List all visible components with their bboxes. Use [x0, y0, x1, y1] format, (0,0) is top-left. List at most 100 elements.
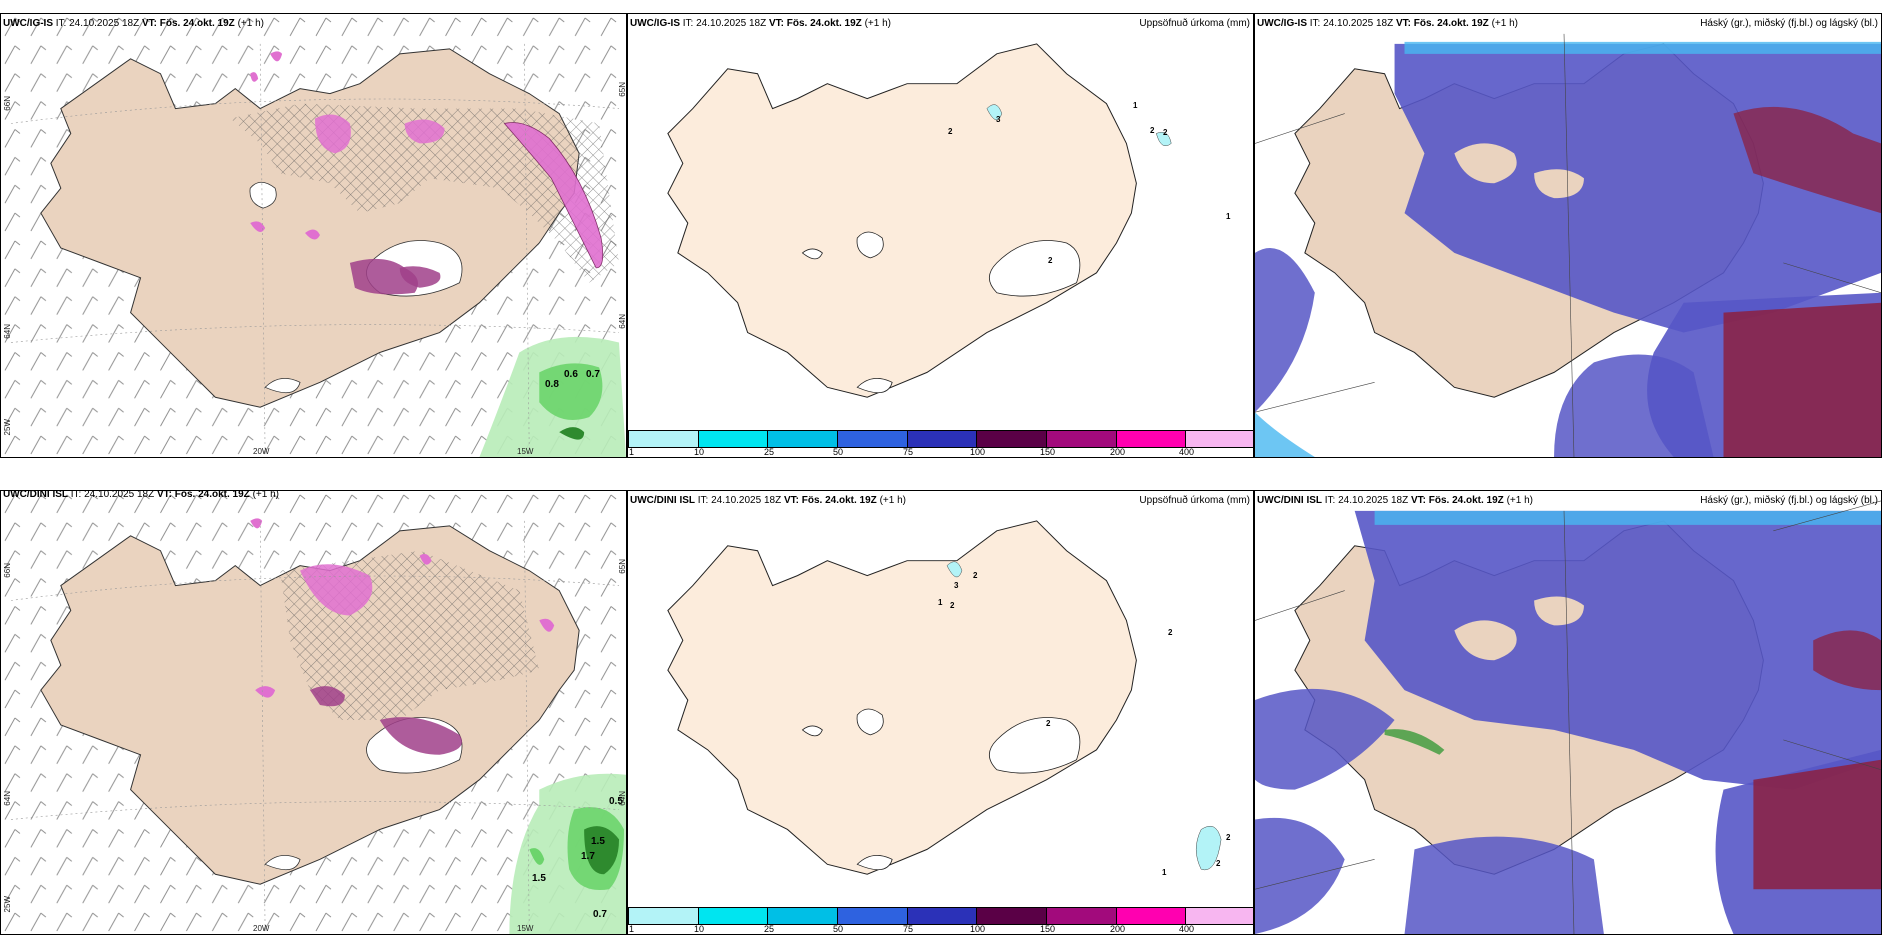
colorbar-label: 75	[903, 447, 914, 457]
colorbar-cell	[1115, 908, 1186, 924]
panel-bottom-middle: UWC/DINI ISL IT: 24.10.2025 18Z VT: Fös.…	[627, 490, 1254, 935]
panel-subtitle: Uppsöfnuð úrkoma (mm)	[1139, 18, 1250, 29]
map-value-label: 2	[973, 571, 978, 580]
colorbar-cell	[976, 908, 1046, 924]
colorbar-cell	[628, 908, 698, 924]
cloud-layers	[1255, 510, 1881, 934]
colorbar-label: 50	[833, 924, 844, 934]
grid-lines	[10, 43, 620, 457]
lat-label: 64N	[3, 791, 12, 806]
map-value-label: 0.5	[609, 796, 623, 807]
pink-precip-areas	[250, 51, 604, 295]
map-value-label: 3	[954, 581, 959, 590]
map-value-label: 1	[1133, 101, 1138, 110]
panel-top-middle: UWC/IG-IS IT: 24.10.2025 18Z VT: Fös. 24…	[627, 13, 1254, 458]
lat-label-right: 64N	[618, 791, 627, 806]
wind-precip-map	[1, 491, 626, 934]
colorbar-cell	[767, 431, 837, 447]
accumulated-precip-map	[667, 520, 1222, 875]
map-value-label: 3	[996, 115, 1001, 124]
map-value-label: 0.8	[545, 379, 559, 390]
cloud-cover-map	[1255, 14, 1881, 457]
lon-label: 20W	[253, 447, 270, 456]
colorbar-labels: 1 10 25 50 75 100 150 200 400	[628, 447, 1253, 457]
cloud-layers	[1255, 41, 1881, 457]
lat-label: 66N	[3, 96, 12, 111]
panel-subtitle: Háský (gr.), miðský (fj.bl.) og lágský (…	[1700, 495, 1878, 506]
map-value-label: 2	[1168, 628, 1173, 637]
colorbar-label: 400	[1179, 447, 1195, 457]
colorbar-label: 200	[1110, 447, 1126, 457]
map-value-label: 1	[938, 598, 943, 607]
lon-label: 20W	[253, 924, 270, 933]
panel-top-left: UWC/IG-IS IT: 24.10.2025 18Z VT: Fös. 24…	[0, 13, 627, 458]
colorbar-cell	[836, 431, 907, 447]
panel-bottom-left: UWC/DINI ISL IT: 24.10.2025 18Z VT: Fös.…	[0, 490, 627, 935]
precip-colorbar	[628, 430, 1253, 448]
lat-label-right: 65N	[618, 559, 627, 574]
colorbar-label: 200	[1110, 924, 1126, 934]
lon-label: 15W	[517, 924, 534, 933]
colorbar-label: 10	[694, 447, 705, 457]
colorbar-label: 25	[764, 447, 775, 457]
map-value-label: 2	[1150, 126, 1155, 135]
map-value-label: 0.7	[593, 909, 607, 920]
panel-bottom-right: UWC/DINI ISL IT: 24.10.2025 18Z VT: Fös.…	[1254, 490, 1882, 935]
panel-title: UWC/DINI ISL IT: 24.10.2025 18Z VT: Fös.…	[1257, 495, 1533, 506]
pink-precip-areas	[250, 518, 555, 755]
panel-title: UWC/DINI ISL IT: 24.10.2025 18Z VT: Fös.…	[630, 495, 906, 506]
cloud-cover-map	[1255, 491, 1881, 934]
lat-label: 25W	[3, 419, 12, 436]
colorbar-cell	[976, 431, 1046, 447]
panel-subtitle: Uppsöfnuð úrkoma (mm)	[1139, 495, 1250, 506]
colorbar-label: 1	[629, 447, 635, 457]
lon-label: 15W	[517, 447, 534, 456]
colorbar-label: 150	[1040, 447, 1056, 457]
panel-top-right: UWC/IG-IS IT: 24.10.2025 18Z VT: Fös. 24…	[1254, 13, 1882, 458]
map-value-label: 2	[1216, 859, 1221, 868]
colorbar-cell	[1045, 908, 1116, 924]
panel-subtitle: Háský (gr.), miðský (fj.bl.) og lágský (…	[1700, 18, 1878, 29]
grid-lines	[1255, 500, 1881, 934]
lat-label-right: 65N	[618, 82, 627, 97]
map-value-label: 1.5	[532, 873, 546, 884]
colorbar-label: 10	[694, 924, 705, 934]
map-value-label: 2	[1046, 719, 1051, 728]
colorbar-cell	[697, 908, 768, 924]
green-precip-area	[509, 773, 626, 934]
green-precip-area	[479, 336, 626, 457]
colorbar-cell	[1185, 431, 1253, 447]
map-value-label: 0.7	[586, 369, 600, 380]
colorbar-cell	[1115, 431, 1186, 447]
colorbar-cell	[1185, 908, 1253, 924]
iceland-land	[667, 520, 1137, 875]
wind-precip-map	[1, 14, 626, 457]
precip-patches	[946, 561, 1222, 871]
colorbar-cell	[697, 431, 768, 447]
colorbar-label: 400	[1179, 924, 1195, 934]
lat-label: 25W	[3, 896, 12, 913]
panel-title: UWC/IG-IS IT: 24.10.2025 18Z VT: Fös. 24…	[3, 18, 264, 29]
panel-title: UWC/IG-IS IT: 24.10.2025 18Z VT: Fös. 24…	[630, 18, 891, 29]
accumulated-precip-map	[667, 43, 1172, 398]
map-value-label: 2	[950, 601, 955, 610]
colorbar-cell	[906, 908, 977, 924]
lat-label: 66N	[3, 563, 12, 578]
map-value-label: 2	[1163, 128, 1168, 137]
precip-colorbar	[628, 907, 1253, 925]
map-value-label: 2	[948, 127, 953, 136]
map-value-label: 1.5	[591, 836, 605, 847]
colorbar-cell	[1045, 431, 1116, 447]
panel-title: UWC/IG-IS IT: 24.10.2025 18Z VT: Fös. 24…	[1257, 18, 1518, 29]
map-value-label: 1.7	[581, 851, 595, 862]
colorbar-label: 75	[903, 924, 914, 934]
map-value-label: 1	[1226, 212, 1231, 221]
iceland-land	[667, 43, 1137, 398]
map-value-label: 2	[1226, 833, 1231, 842]
colorbar-label: 100	[970, 447, 986, 457]
precip-patches	[986, 104, 1172, 147]
colorbar-cell	[628, 431, 698, 447]
map-value-label: 1	[1162, 868, 1167, 877]
grid-lines	[10, 520, 620, 934]
lat-label: 64N	[3, 324, 12, 339]
